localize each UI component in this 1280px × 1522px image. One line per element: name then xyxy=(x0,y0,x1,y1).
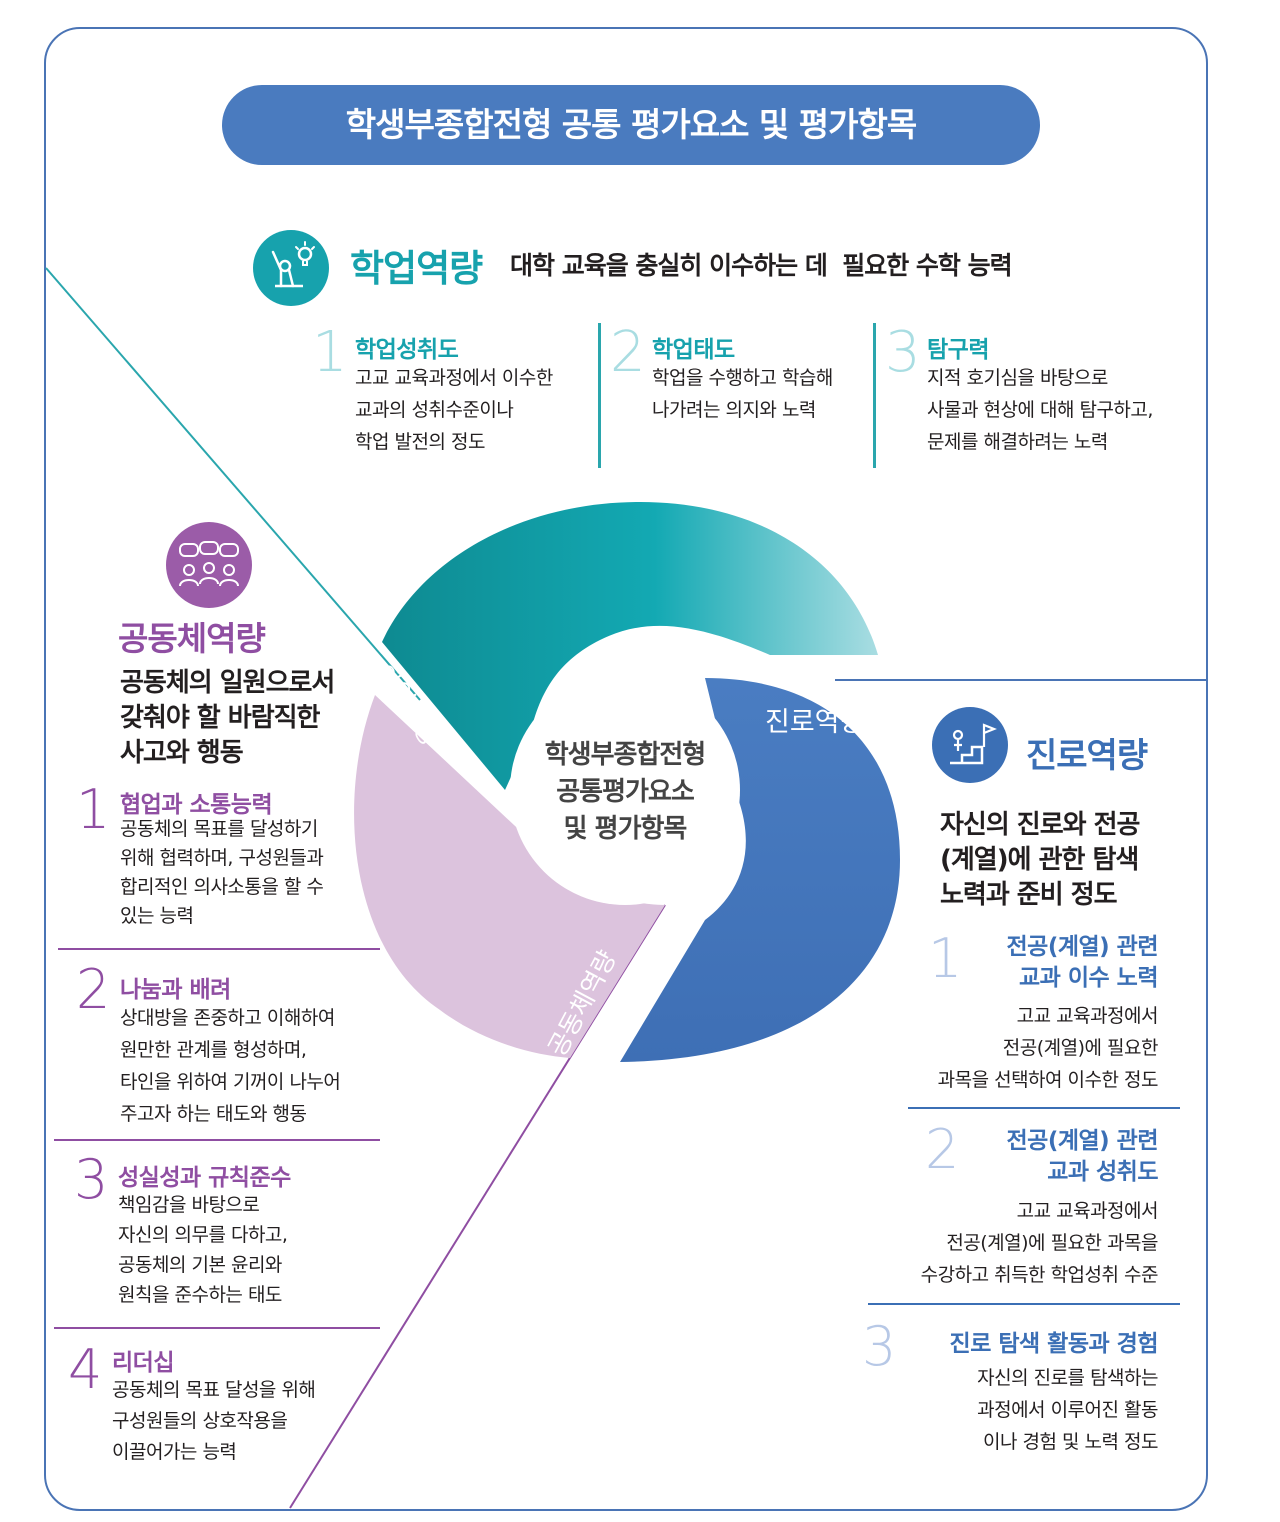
career-separator-2 xyxy=(868,1303,1180,1305)
academic-item-3-title: 탐구력 xyxy=(927,337,989,363)
community-item-2-number: 2 xyxy=(76,958,111,1021)
academic-item-2-number: 2 xyxy=(610,320,646,385)
academic-item-3-number: 3 xyxy=(885,320,921,385)
career-item-1-desc: 고교 교육과정에서 전공(계열)에 필요한 과목을 선택하여 이수한 정도 xyxy=(937,1005,1159,1091)
stairs-flag-icon xyxy=(950,723,997,765)
community-icon-badge xyxy=(166,522,252,608)
community-item-1-desc: 공동체의 목표를 달성하기 위해 협력하며, 구성원들과 합리적인 의사소통을 … xyxy=(120,818,324,927)
community-item-2-title: 나눔과 배려 xyxy=(120,977,231,1003)
career-icon-badge xyxy=(932,707,1008,783)
community-item-1-title: 협업과 소통능력 xyxy=(120,792,273,818)
academic-item-3-desc: 지적 호기심을 바탕으로 사물과 현상에 대해 탐구하고, 문제를 해결하려는 … xyxy=(927,367,1153,453)
community-item-2-desc: 상대방을 존중하고 이해하여 원만한 관계를 형성하며, 타인을 위하여 기꺼이… xyxy=(120,1007,341,1125)
academic-title: 학업역량 xyxy=(350,247,483,290)
career-item-2-desc: 고교 교육과정에서 전공(계열)에 필요한 과목을 수강하고 취득한 학업성취 … xyxy=(920,1200,1159,1286)
academic-subtitle: 대학 교육을 충실히 이수하는 데 필요한 수학 능력 xyxy=(510,251,1013,280)
academic-item-1-desc: 고교 교육과정에서 이수한 교과의 성취수준이나 학업 발전의 정도 xyxy=(355,367,553,453)
academic-icon-badge xyxy=(253,230,329,306)
ring-segment-community xyxy=(354,695,665,1058)
academic-separator-1 xyxy=(598,323,601,468)
person-with-lightbulb-icon xyxy=(271,241,315,288)
academic-community-divider xyxy=(45,267,421,701)
ring-center-text: 학생부종합전형 공통평가요소 및 평가항목 xyxy=(544,740,706,844)
community-item-3-number: 3 xyxy=(74,1148,109,1211)
career-item-1-number: 1 xyxy=(928,927,963,990)
page-title: 학생부종합전형 공통 평가요소 및 평가항목 xyxy=(222,85,1040,165)
career-item-2-number: 2 xyxy=(925,1118,960,1181)
career-item-2-title: 전공(계열) 관련 교과 성취도 xyxy=(1006,1128,1159,1185)
community-separator-2 xyxy=(54,1139,380,1141)
community-title: 공동체역량 xyxy=(118,619,266,658)
academic-item-2-title: 학업태도 xyxy=(652,337,735,363)
ring-label-career: 진로역량 xyxy=(765,707,865,738)
career-item-1-title: 전공(계열) 관련 교과 이수 노력 xyxy=(1006,934,1159,991)
academic-separator-2 xyxy=(873,323,876,468)
community-separator-3 xyxy=(54,1327,380,1329)
community-item-4-title: 리더십 xyxy=(112,1350,174,1376)
career-item-3-desc: 자신의 진로를 탐색하는 과정에서 이루어진 활동 이나 경험 및 노력 정도 xyxy=(977,1367,1158,1453)
community-item-4-number: 4 xyxy=(68,1338,103,1401)
community-separator-1 xyxy=(58,948,380,950)
people-chat-icon xyxy=(179,541,239,587)
career-subtitle: 자신의 진로와 전공 (계열)에 관한 탐색 노력과 준비 정도 xyxy=(940,810,1140,910)
community-item-3-title: 성실성과 규칙준수 xyxy=(118,1165,291,1191)
career-item-3-number: 3 xyxy=(862,1315,897,1378)
community-item-4-desc: 공동체의 목표 달성을 위해 구성원들의 상호작용을 이끌어가는 능력 xyxy=(112,1379,316,1463)
career-title: 진로역량 xyxy=(1026,736,1148,776)
outer-frame xyxy=(44,27,1208,1511)
career-separator-1 xyxy=(908,1107,1180,1109)
ring-segment-academic xyxy=(382,502,878,790)
academic-item-1-number: 1 xyxy=(312,320,348,385)
ring-segment-career xyxy=(620,678,900,1062)
community-item-3-desc: 책임감을 바탕으로 자신의 의무를 다하고, 공동체의 기본 윤리와 원칙을 준… xyxy=(118,1194,288,1306)
academic-item-1-title: 학업성취도 xyxy=(355,337,459,363)
ring-center xyxy=(510,675,740,905)
career-item-3-title: 진로 탐색 활동과 경험 xyxy=(949,1331,1159,1357)
community-item-1-number: 1 xyxy=(76,778,111,841)
academic-item-2-desc: 학업을 수행하고 학습해 나가려는 의지와 노력 xyxy=(652,367,833,421)
community-subtitle: 공동체의 일원으로서 갖춰야 할 바람직한 사고와 행동 xyxy=(120,668,335,768)
